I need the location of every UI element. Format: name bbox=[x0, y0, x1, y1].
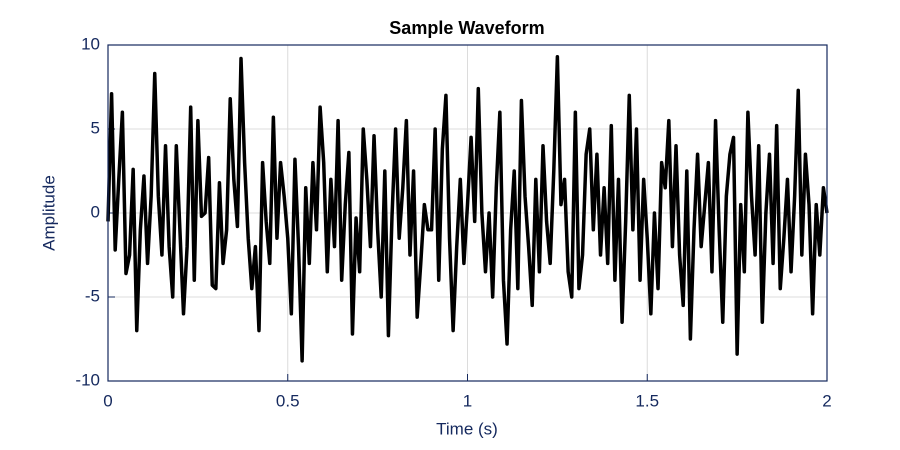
chart-title: Sample Waveform bbox=[389, 18, 544, 38]
x-tick-label: 0 bbox=[103, 391, 112, 410]
plot-frame bbox=[107, 44, 828, 382]
y-tick-label: -5 bbox=[85, 286, 100, 305]
waveform-line bbox=[106, 55, 829, 363]
x-tick-label: 1.5 bbox=[635, 391, 659, 410]
x-tick-label: 2 bbox=[822, 391, 831, 410]
x-tick-label: 1 bbox=[463, 391, 472, 410]
x-axis-label: Time (s) bbox=[436, 419, 498, 438]
y-tick-label: 0 bbox=[91, 202, 100, 221]
y-tick-label: -10 bbox=[75, 370, 100, 389]
y-tick-label: 10 bbox=[81, 34, 100, 53]
y-tick-label: 5 bbox=[91, 118, 100, 137]
x-tick-label: 0.5 bbox=[276, 391, 300, 410]
y-axis-label: Amplitude bbox=[39, 175, 58, 251]
